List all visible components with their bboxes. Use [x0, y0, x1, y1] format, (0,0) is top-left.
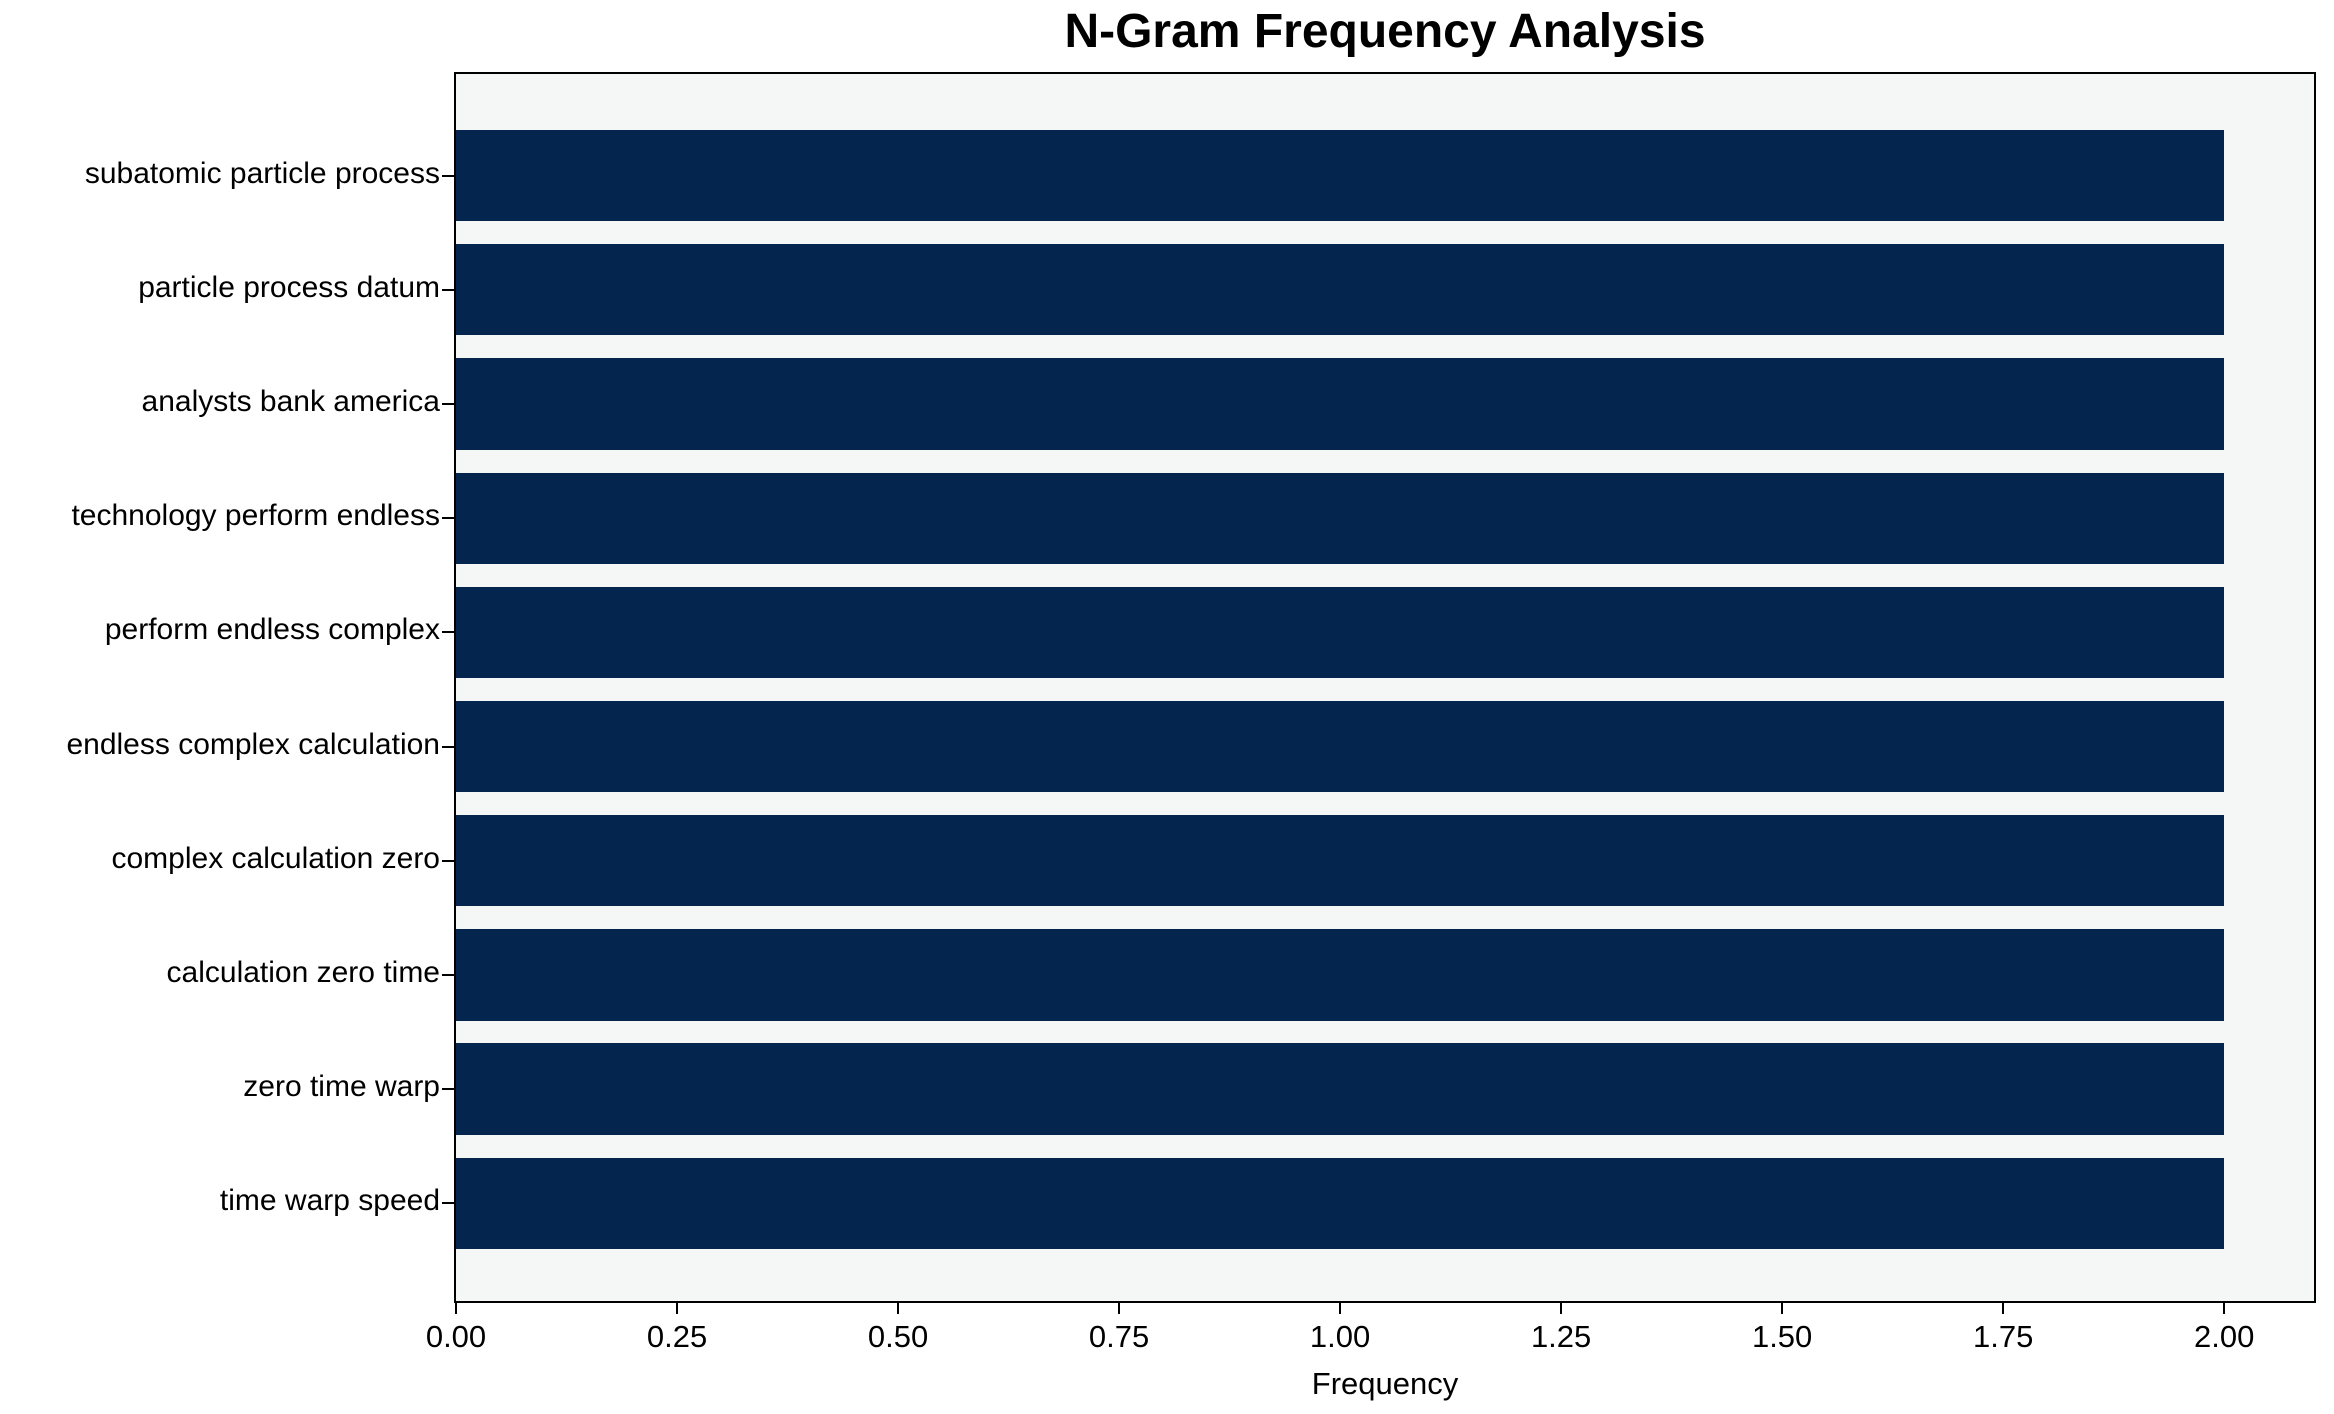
x-tick-mark — [2002, 1303, 2005, 1314]
chart-title: N-Gram Frequency Analysis — [1064, 5, 1706, 58]
x-tick-label: 0.25 — [646, 1319, 708, 1354]
y-tick-label: time warp speed — [219, 1184, 440, 1218]
y-tick-label: analysts bank america — [141, 385, 440, 419]
y-tick-label: calculation zero time — [166, 955, 440, 989]
x-tick-mark — [676, 1303, 679, 1314]
x-tick-mark — [1560, 1303, 1563, 1314]
y-tick-label: technology perform endless — [71, 499, 440, 533]
bar — [456, 129, 2225, 222]
x-tick-mark — [2223, 1303, 2226, 1314]
y-tick-label: subatomic particle process — [84, 156, 440, 190]
y-tick-label: endless complex calculation — [66, 727, 440, 761]
y-tick-label: zero time warp — [243, 1070, 440, 1104]
bar — [456, 586, 2225, 679]
bar — [456, 472, 2225, 564]
x-tick-mark — [897, 1303, 900, 1314]
x-axis-label: Frequency — [1311, 1366, 1459, 1401]
x-tick-label: 1.75 — [1972, 1319, 2034, 1354]
x-tick-mark — [1339, 1303, 1342, 1314]
plot-area: 0.00 0.25 0.50 0.75 1.00 1.25 1.50 1.75 2.00 — [426, 72, 2316, 1354]
y-tick-mark — [442, 745, 454, 748]
bar — [456, 700, 2225, 793]
x-tick-mark — [1781, 1303, 1784, 1314]
bar — [456, 929, 2225, 1021]
y-tick-mark — [442, 1088, 454, 1091]
x-tick-mark — [1118, 1303, 1121, 1314]
y-axis-labels: subatomic particle process particle proce… — [0, 72, 440, 1303]
x-tick-label: 1.50 — [1751, 1319, 1813, 1354]
x-tick-mark — [455, 1303, 457, 1314]
x-tick-label: 1.00 — [1309, 1319, 1371, 1354]
y-tick-mark — [442, 859, 454, 862]
y-tick-label: perform endless complex — [104, 613, 440, 647]
y-tick-mark — [442, 517, 454, 520]
y-tick-mark — [442, 174, 454, 177]
y-tick-label: complex calculation zero — [111, 841, 441, 875]
x-tick-label: 0.75 — [1088, 1319, 1150, 1354]
y-tick-label: particle process datum — [138, 270, 440, 304]
x-tick-label: 0.00 — [425, 1319, 487, 1354]
x-tick-label: 2.00 — [2194, 1319, 2255, 1354]
x-tick-label: 0.50 — [867, 1319, 929, 1354]
bar — [456, 1043, 2225, 1135]
bar — [456, 358, 2225, 450]
y-tick-mark — [442, 288, 454, 291]
bar — [456, 244, 2225, 336]
bar — [456, 815, 2225, 907]
y-tick-mark — [442, 973, 454, 976]
y-tick-mark — [442, 403, 454, 406]
y-tick-mark — [442, 1202, 454, 1205]
bar — [456, 1157, 2225, 1250]
x-tick-label: 1.25 — [1530, 1319, 1592, 1354]
y-tick-mark — [442, 631, 454, 634]
